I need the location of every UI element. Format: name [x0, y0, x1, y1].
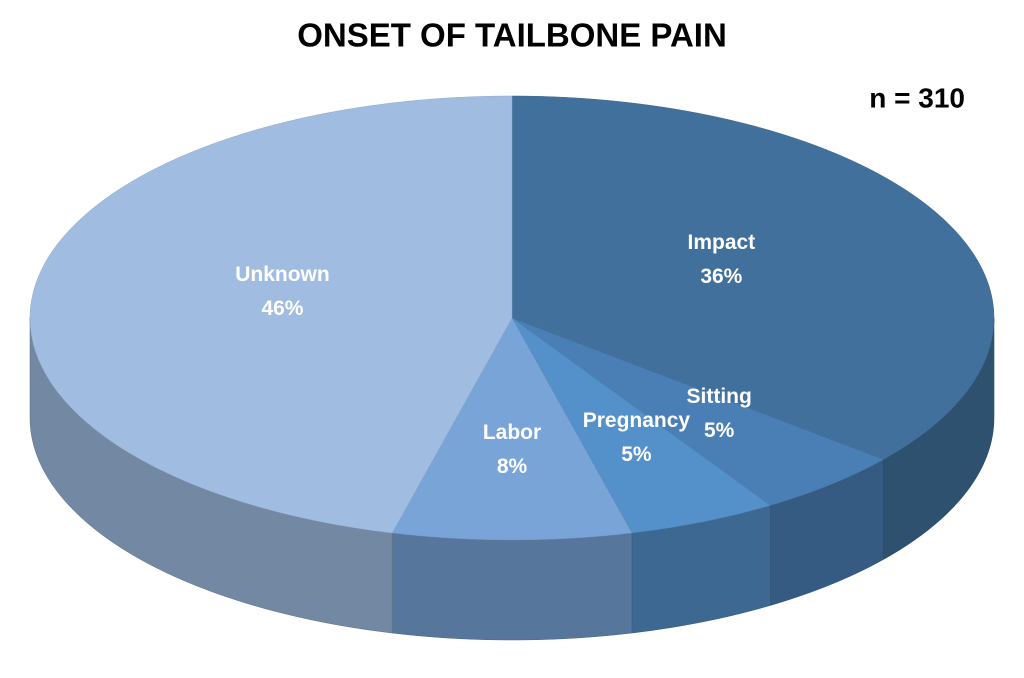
slice-label: Pregnancy [583, 409, 691, 432]
value-label: 46% [261, 297, 303, 320]
annotation: n = 310 [869, 82, 965, 113]
slice [29, 95, 513, 634]
slice [511, 317, 771, 634]
value-label: 36% [700, 265, 742, 288]
slice [391, 317, 633, 641]
slice-label: Impact [687, 231, 755, 254]
value-label: 5% [704, 419, 735, 442]
slice-top [511, 317, 771, 534]
slice-top [29, 95, 513, 534]
value-label: 5% [621, 443, 652, 466]
value-label: 8% [497, 455, 528, 478]
slice-top [511, 317, 884, 506]
slice-label: Labor [483, 421, 541, 444]
slice [511, 317, 884, 606]
slice-top [511, 95, 995, 460]
slice-label: Unknown [235, 263, 330, 286]
slice-side [391, 532, 633, 641]
chart-title: ONSET OF TAILBONE PAIN [297, 17, 727, 54]
slice-label: Sitting [687, 385, 752, 408]
slice-top [391, 317, 633, 541]
